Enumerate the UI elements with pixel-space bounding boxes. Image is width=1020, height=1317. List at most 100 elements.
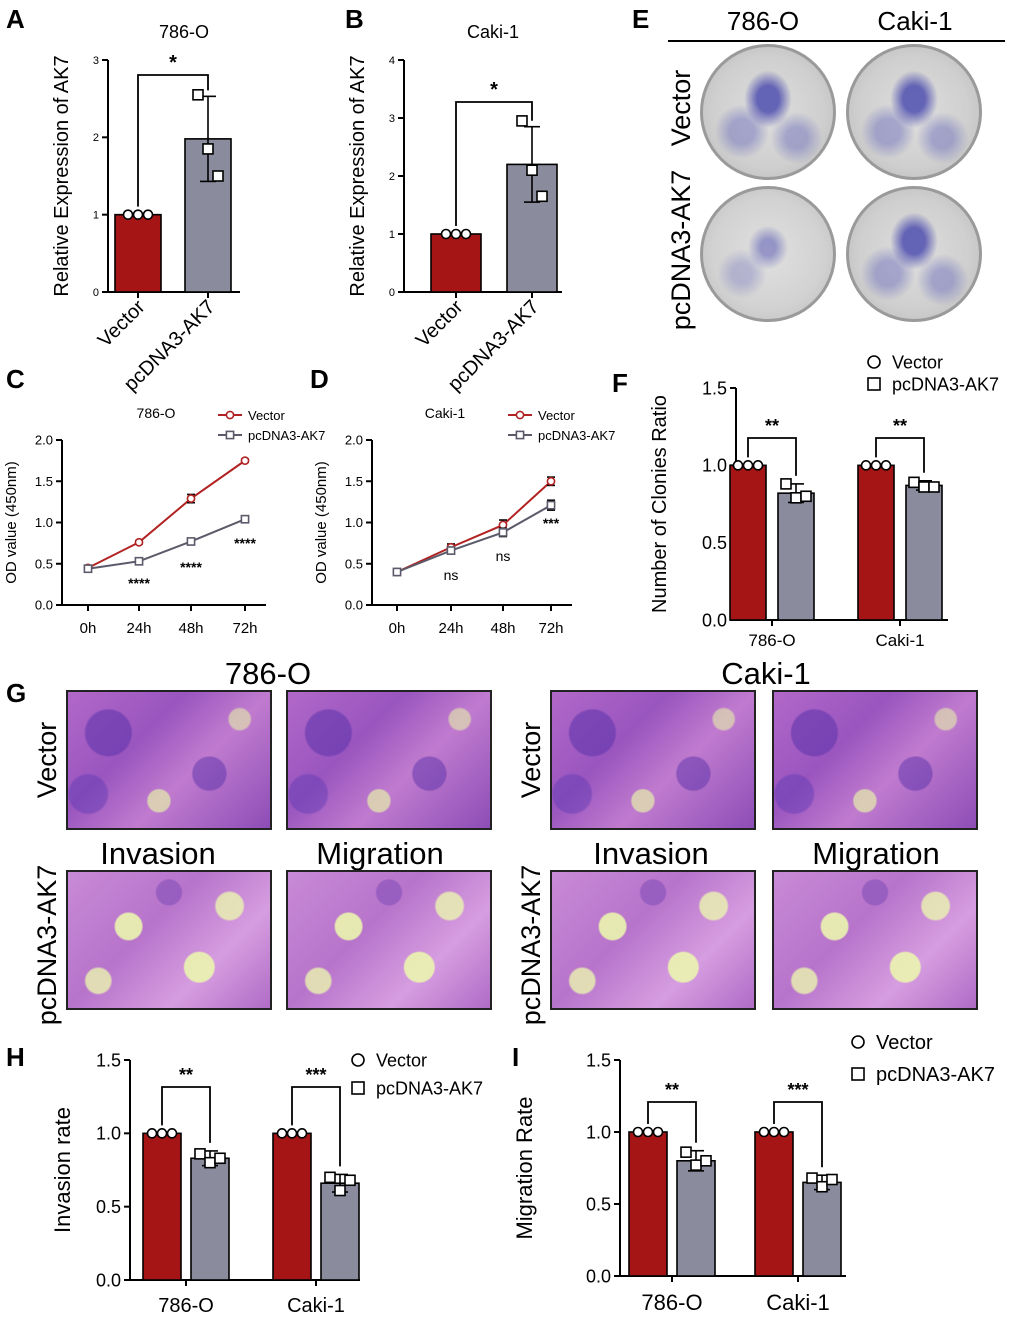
x-tick-label: Vector <box>412 296 468 352</box>
significance-bracket <box>137 74 209 207</box>
legend-marker <box>225 430 235 440</box>
data-point <box>768 1126 780 1138</box>
y-axis-label: OD value (450nm) <box>3 461 20 584</box>
data-point <box>83 564 93 574</box>
y-tick-label: 0 <box>93 287 99 299</box>
data-point <box>780 478 792 490</box>
panel-letter-i: I <box>512 1042 519 1072</box>
y-tick-label: 1.5 <box>586 1050 611 1070</box>
micrograph-caki1-ak7-migration <box>772 870 978 1010</box>
x-tick-label: 0h <box>389 620 406 637</box>
panel-e-col-caki1: Caki-1 <box>877 6 952 36</box>
x-tick-label: 0h <box>80 620 97 637</box>
colony-dish-caki1-vector <box>846 44 982 180</box>
colony-dish-786o-vector <box>700 44 836 180</box>
micrograph-caki1-ak7-invasion <box>550 870 756 1010</box>
x-tick-label: 786-O <box>748 631 795 650</box>
y-tick-label: 1.0 <box>586 1122 611 1142</box>
significance-label: ** <box>665 1080 679 1100</box>
data-point <box>440 228 452 240</box>
significance-bracket <box>773 1101 823 1168</box>
panel-letter-c: C <box>6 364 25 394</box>
x-tick-label: 72h <box>232 620 257 637</box>
data-point <box>816 1180 828 1193</box>
significance-label: **** <box>128 575 150 591</box>
panel-g-row-ak7-left: pcDNA3-AK7 <box>32 865 62 1026</box>
data-point <box>928 481 940 493</box>
y-axis-label: Migration Rate <box>512 1096 537 1239</box>
legend-label: pcDNA3-AK7 <box>248 428 325 443</box>
data-point <box>286 1128 298 1139</box>
y-tick-label: 0.0 <box>96 1270 121 1290</box>
panel-g-title-caki1: Caki-1 <box>721 656 811 691</box>
panel-letter-g: G <box>6 678 26 708</box>
bar-pcdna3-ak7 <box>190 1157 230 1281</box>
colony-dish-786o-ak7 <box>700 186 836 322</box>
bar-pcdna3-ak7 <box>320 1182 360 1281</box>
data-point <box>134 537 144 547</box>
data-point <box>192 89 204 101</box>
legend-marker <box>867 355 881 369</box>
data-point <box>778 1126 790 1138</box>
y-tick-label: 0.0 <box>345 598 363 613</box>
y-tick-label: 1.5 <box>702 378 727 398</box>
chart-title: Caki-1 <box>425 405 466 421</box>
data-point <box>758 1126 770 1138</box>
legend-marker <box>867 377 881 391</box>
panel-g-row-vector-left: Vector <box>32 722 62 799</box>
significance-bracket <box>647 1101 697 1143</box>
y-tick-label: 3 <box>389 113 395 125</box>
y-tick-label: 0.5 <box>96 1197 121 1217</box>
micrograph-caki1-vector-invasion <box>550 690 756 830</box>
data-point <box>790 492 802 504</box>
bar-vector <box>729 464 767 621</box>
micrograph-786o-ak7-migration <box>286 870 492 1010</box>
data-point <box>806 1172 818 1184</box>
data-point <box>392 567 402 577</box>
significance-bracket <box>161 1086 211 1143</box>
legend-marker <box>351 1081 365 1095</box>
legend-label: Vector <box>876 1032 933 1054</box>
data-point <box>334 1184 346 1197</box>
bar-pcdna3-ak7 <box>905 484 943 621</box>
significance-bracket <box>747 437 797 476</box>
y-tick-label: 0 <box>389 287 395 299</box>
series-line-pcdna3-ak7 <box>87 518 246 570</box>
legend-label: Vector <box>538 408 576 423</box>
bar-vector <box>857 464 895 621</box>
data-point <box>498 527 508 537</box>
data-point <box>680 1146 692 1158</box>
y-tick-label: 1 <box>389 229 395 241</box>
data-point <box>276 1128 288 1139</box>
x-tick-label: 72h <box>538 620 563 637</box>
micrograph-caki1-vector-migration <box>772 690 978 830</box>
legend-label: Vector <box>892 352 943 372</box>
bar-vector <box>272 1132 312 1281</box>
data-point <box>344 1174 356 1187</box>
data-point <box>186 494 196 503</box>
bar-pcdna3-ak7 <box>802 1181 842 1277</box>
x-tick-label: 786-O <box>158 1295 214 1317</box>
legend-label: Vector <box>248 408 286 423</box>
bar-vector <box>142 1132 182 1281</box>
x-tick-label: 48h <box>490 620 515 637</box>
y-tick-label: 1.5 <box>345 474 363 489</box>
panel-letter-a: A <box>6 4 25 34</box>
data-point <box>202 143 214 155</box>
y-tick-label: 0.0 <box>586 1266 611 1286</box>
colony-dish-caki1-ak7 <box>846 186 982 322</box>
significance-label: ** <box>179 1065 193 1085</box>
data-point <box>826 1173 838 1186</box>
data-point <box>860 460 872 471</box>
panel-g-row-vector-right: Vector <box>516 722 546 799</box>
y-tick-label: 1.0 <box>345 515 363 530</box>
data-point <box>642 1126 654 1138</box>
bar-vector <box>430 233 482 293</box>
chart-title: 786-O <box>137 405 176 421</box>
data-point <box>240 456 250 466</box>
x-tick-label: Caki-1 <box>766 1290 830 1315</box>
data-point <box>212 170 224 182</box>
significance-label: ** <box>765 416 779 436</box>
y-axis-label: Relative Expression of AK7 <box>51 55 73 296</box>
